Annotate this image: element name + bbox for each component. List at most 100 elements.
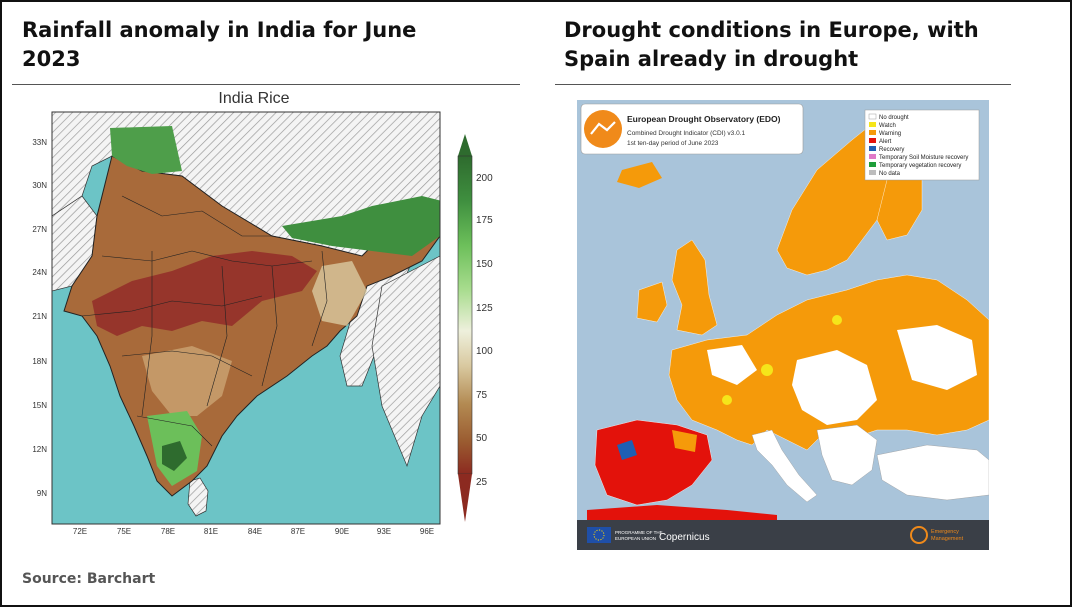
lon-label: 81E <box>204 527 218 536</box>
ireland <box>636 281 668 323</box>
state-boundaries <box>81 195 328 447</box>
neighbour-land-myanmar <box>371 255 440 468</box>
legend-item: No drought <box>868 113 909 121</box>
legend-label: Alert <box>879 139 892 145</box>
surplus-zone-south-core <box>162 441 187 471</box>
edo-subtitle1: Combined Drought Indicator (CDI) v3.0.1 <box>627 130 746 137</box>
colorbar-tick: 175 <box>476 215 493 226</box>
colorbar-body <box>457 155 473 475</box>
eu-programme-line1: PROGRAMME OF THE <box>615 530 663 535</box>
legend-box <box>864 109 980 181</box>
legend-label: No drought <box>879 115 909 121</box>
colorbar-tick: 125 <box>476 303 493 314</box>
lon-label: 75E <box>117 527 131 536</box>
eu-flag-icon <box>587 527 611 543</box>
surplus-zone-northeast <box>282 196 440 256</box>
lon-label: 78E <box>161 527 175 536</box>
lon-label: 90E <box>335 527 349 536</box>
right-panel-title: Drought conditions in Europe, with Spain… <box>564 16 979 74</box>
footer-bar <box>577 520 989 550</box>
iceland <box>617 162 662 188</box>
edo-header-box <box>580 103 804 155</box>
north-africa <box>587 505 777 520</box>
legend-item: Temporary Soil Moisture recovery <box>869 154 968 161</box>
great-britain <box>671 239 718 336</box>
legend-label: Watch <box>879 123 896 129</box>
legend-label: Temporary vegetation recovery <box>879 163 961 169</box>
eu-programme-line2: EUROPEAN UNION <box>615 536 656 541</box>
lat-label: 30N <box>32 181 47 190</box>
edo-subtitle2: 1st ten-day period of June 2023 <box>627 140 719 147</box>
mild-deficit-zone <box>142 346 232 416</box>
legend-label: Recovery <box>879 147 904 153</box>
legend-item: Recovery <box>869 146 904 153</box>
lon-label: 96E <box>420 527 434 536</box>
right-title-line1: Drought conditions in Europe, with <box>564 18 979 42</box>
sri-lanka <box>187 477 209 517</box>
colorbar-tick: 75 <box>476 390 488 401</box>
emergency-management-icon <box>910 526 928 544</box>
colorbar-tick: 100 <box>476 346 493 357</box>
no-drought-west <box>707 345 757 385</box>
lat-label: 27N <box>32 225 47 234</box>
severe-deficit-zone <box>92 251 317 336</box>
legend-label: Temporary Soil Moisture recovery <box>879 155 968 161</box>
lon-label: 87E <box>291 527 305 536</box>
lat-label: 24N <box>32 268 47 277</box>
edo-header: European Drought Observatory (EDO) Combi… <box>580 103 804 155</box>
colorbar-tick: 150 <box>476 259 493 270</box>
em-line1: Emergency <box>931 529 959 535</box>
legend-item: Warning <box>869 130 901 137</box>
source-note: Source: Barchart <box>22 571 156 587</box>
watch-patch <box>761 364 773 376</box>
watch-patch <box>722 395 732 405</box>
india-map-title: India Rice <box>218 90 289 107</box>
left-title-rule <box>12 84 520 85</box>
mild-deficit-zone-east <box>312 261 367 326</box>
edo-title: European Drought Observatory (EDO) <box>627 114 781 124</box>
iberia-recovery <box>617 440 637 460</box>
lat-label: 15N <box>32 401 47 410</box>
no-drought-central <box>792 350 877 425</box>
colorbar-top-arrow <box>458 134 472 156</box>
copernicus-logo: Copernicus <box>659 532 710 543</box>
right-title-line2: Spain already in drought <box>564 47 859 71</box>
legend-item: Watch <box>869 122 896 129</box>
left-panel-title: Rainfall anomaly in India for June 2023 <box>22 16 416 74</box>
legend-item: No data <box>869 170 901 177</box>
left-title-line2: 2023 <box>22 47 81 71</box>
balkans <box>816 424 878 486</box>
eu-star-ring <box>593 529 605 541</box>
india-land <box>63 155 440 497</box>
lat-label: 12N <box>32 445 47 454</box>
india-rainfall-map: India Rice <box>32 90 493 536</box>
colorbar-tick: 25 <box>476 477 488 488</box>
surplus-zone-north <box>110 126 182 174</box>
colorbar: 200 175 150 125 100 75 50 25 <box>457 134 493 522</box>
lat-label: 21N <box>32 312 47 321</box>
em-line2: Management <box>931 536 964 542</box>
lat-label: 9N <box>37 489 47 498</box>
colorbar-bottom-arrow <box>458 474 472 522</box>
map-footer: PROGRAMME OF THE EUROPEAN UNION Copernic… <box>577 520 989 550</box>
colorbar-tick: 50 <box>476 433 488 444</box>
lon-label: 93E <box>377 527 391 536</box>
drought-legend: No drought Watch Warning Alert Recovery … <box>864 109 980 181</box>
right-title-rule <box>555 84 1011 85</box>
lon-label: 84E <box>248 527 262 536</box>
watch-patch <box>832 315 842 325</box>
map-frame <box>51 111 441 525</box>
legend-label: No data <box>879 171 901 177</box>
left-title-line1: Rainfall anomaly in India for June <box>22 18 417 42</box>
lon-label: 72E <box>73 527 87 536</box>
iberia-warning <box>672 430 697 452</box>
no-drought-east <box>897 325 977 390</box>
colorbar-tick: 200 <box>476 173 493 184</box>
europe-drought-map: European Drought Observatory (EDO) Combi… <box>577 100 989 550</box>
italy <box>751 429 818 503</box>
legend-item: Alert <box>869 138 892 145</box>
longitude-labels: 72E 75E 78E 81E 84E 87E 90E 93E 96E <box>73 527 434 536</box>
lat-label: 33N <box>32 138 47 147</box>
turkey <box>876 444 989 501</box>
legend-item: Temporary vegetation recovery <box>869 162 961 169</box>
